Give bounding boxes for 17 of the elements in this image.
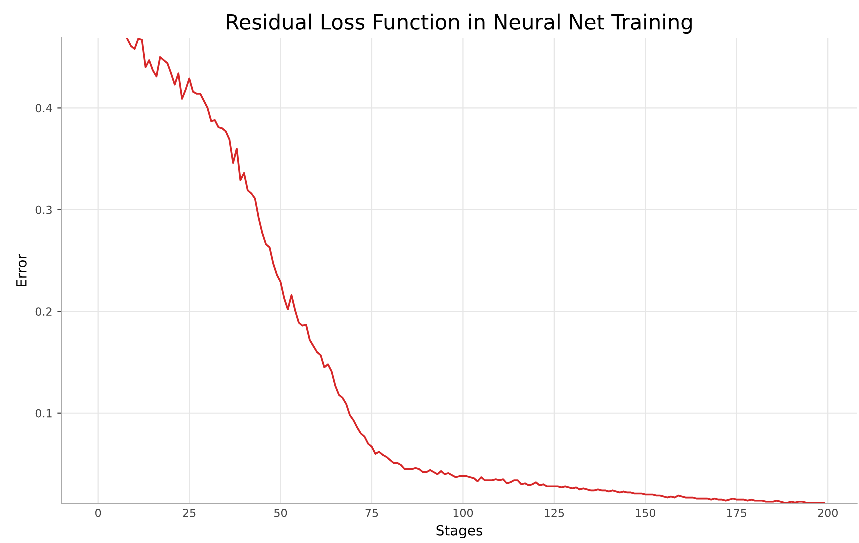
line-series [126,38,826,504]
y-tick-label: 0.1 [36,409,52,418]
x-tick-label: 200 [818,508,838,518]
x-tick-label: 125 [545,508,564,518]
x-tick-label: 150 [636,508,656,518]
x-tick-label: 25 [183,508,196,518]
y-axis-title: Error [16,254,27,287]
x-axis-title: Stages [436,525,483,539]
x-tick-label: 75 [366,509,378,518]
x-tick-label: 175 [727,509,747,518]
x-tick-label: 0 [96,508,102,518]
y-tick-label: 0.4 [36,104,52,113]
y-tick-label: 0.2 [36,308,52,316]
x-tick-label: 50 [274,508,288,518]
y-tick-label: 0.3 [36,206,52,214]
x-tick-label: 100 [454,508,474,518]
chart-title: Residual Loss Function in Neural Net Training [227,14,692,34]
